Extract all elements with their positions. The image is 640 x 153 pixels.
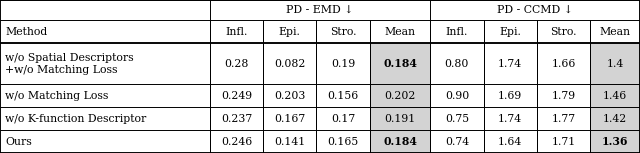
Text: Method: Method [5,27,47,37]
Text: 0.237: 0.237 [221,114,252,124]
Bar [370,107,430,130]
Text: 0.184: 0.184 [383,136,417,147]
Text: w/o Spatial Descriptors
+w/o Matching Loss: w/o Spatial Descriptors +w/o Matching Lo… [5,53,134,75]
Bar [590,84,640,107]
Text: 0.249: 0.249 [221,91,252,101]
Text: 0.246: 0.246 [221,137,252,147]
Text: 0.156: 0.156 [328,91,359,101]
Text: 1.74: 1.74 [498,59,522,69]
Text: Mean: Mean [600,27,630,37]
Text: 1.64: 1.64 [498,137,522,147]
Text: 0.90: 0.90 [445,91,469,101]
Text: Mean: Mean [385,27,415,37]
Text: 1.79: 1.79 [552,91,575,101]
Text: 0.141: 0.141 [274,137,305,147]
Text: 0.203: 0.203 [274,91,305,101]
Text: Ours: Ours [5,137,32,147]
Bar [590,107,640,130]
Text: w/o Matching Loss: w/o Matching Loss [5,91,109,101]
Text: PD - EMD ↓: PD - EMD ↓ [286,5,354,15]
Text: 1.46: 1.46 [603,91,627,101]
Text: Infl.: Infl. [445,27,468,37]
Bar [370,84,430,107]
Text: PD - CCMD ↓: PD - CCMD ↓ [497,5,573,15]
Bar [370,130,430,153]
Text: 1.74: 1.74 [498,114,522,124]
Bar [590,43,640,84]
Text: 0.184: 0.184 [383,58,417,69]
Bar [590,130,640,153]
Text: 0.165: 0.165 [328,137,359,147]
Text: 0.19: 0.19 [331,59,355,69]
Text: w/o K-function Descriptor: w/o K-function Descriptor [5,114,147,124]
Text: 0.167: 0.167 [274,114,305,124]
Text: 0.17: 0.17 [331,114,355,124]
Text: 0.191: 0.191 [385,114,415,124]
Text: 1.77: 1.77 [552,114,575,124]
Text: Infl.: Infl. [225,27,248,37]
Text: 1.66: 1.66 [552,59,576,69]
Text: 1.36: 1.36 [602,136,628,147]
Text: 1.71: 1.71 [552,137,576,147]
Text: 0.80: 0.80 [445,59,469,69]
Text: 0.28: 0.28 [224,59,248,69]
Text: 1.4: 1.4 [607,59,624,69]
Text: Stro.: Stro. [330,27,356,37]
Bar [370,43,430,84]
Text: Stro.: Stro. [550,27,577,37]
Text: Epi.: Epi. [499,27,521,37]
Text: 0.75: 0.75 [445,114,469,124]
Text: 1.69: 1.69 [498,91,522,101]
Text: 0.74: 0.74 [445,137,469,147]
Text: Epi.: Epi. [279,27,301,37]
Text: 0.082: 0.082 [274,59,305,69]
Text: 1.42: 1.42 [603,114,627,124]
Text: 0.202: 0.202 [384,91,416,101]
